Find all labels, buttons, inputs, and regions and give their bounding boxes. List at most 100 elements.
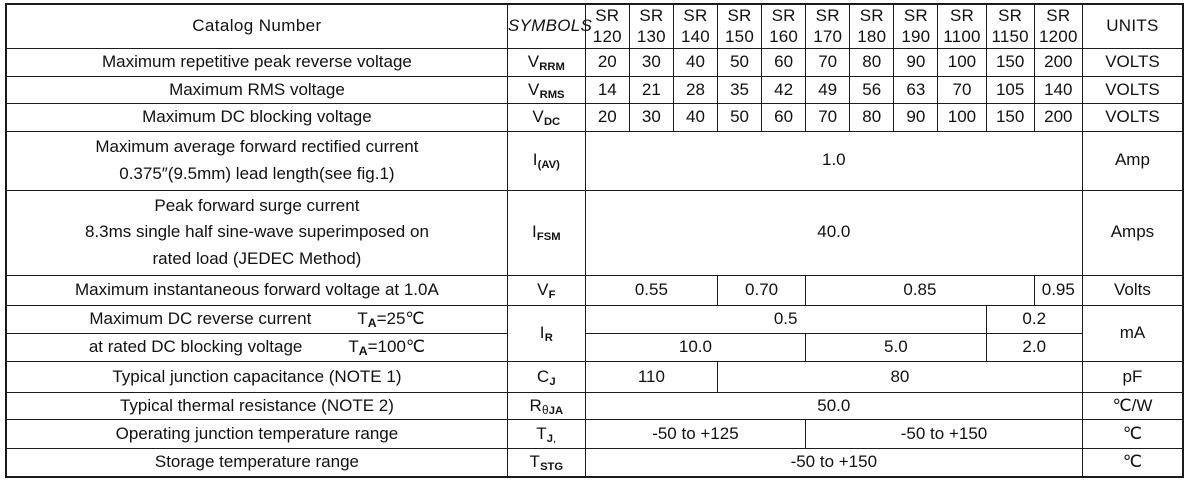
cell-value: 200	[1033, 48, 1083, 77]
cell-value: 70	[937, 75, 987, 105]
symbol-vrms: VRMS	[506, 75, 586, 105]
cell-value: 80	[849, 48, 895, 77]
cell-value: 140	[1033, 75, 1083, 105]
part-prefix: SR	[949, 5, 974, 25]
row-units: mA	[1081, 304, 1184, 363]
row-units: Amp	[1081, 130, 1184, 191]
symbol-base: T	[536, 423, 547, 443]
table-row-ifsm: Peak forward surge current 8.3ms single …	[5, 189, 1184, 277]
header-part-sr1150: SR 1150	[985, 3, 1035, 50]
cell-value: 100	[937, 48, 987, 77]
cell-value-merged: 50.0	[584, 391, 1083, 421]
row-description: Typical junction capacitance (NOTE 1)	[5, 361, 508, 393]
condition-subscript: A	[358, 344, 368, 359]
header-part-sr130: SR 130	[628, 3, 674, 50]
row-description: Maximum RMS voltage	[5, 75, 508, 105]
table-row-vrrm: Maximum repetitive peak reverse voltage …	[5, 48, 1184, 77]
cell-value-group: 10.0	[584, 332, 807, 363]
desc-text: Maximum DC reverse current	[89, 308, 312, 328]
symbol-subscript: J	[546, 432, 554, 445]
cell-value: 56	[849, 75, 895, 105]
cell-value: 20	[584, 48, 630, 77]
cell-value: 21	[628, 75, 674, 105]
part-prefix: SR	[595, 5, 620, 25]
header-part-sr190: SR 190	[893, 3, 939, 50]
symbol-subscript: RMS	[539, 88, 565, 101]
cell-value: 80	[849, 103, 895, 132]
cell-value: 49	[805, 75, 851, 105]
desc-line-1: Peak forward surge current	[154, 195, 360, 215]
table-header-row: Catalog Number SYMBOLS SR 120 SR 130 SR …	[5, 3, 1184, 50]
symbol-base: I	[531, 222, 537, 242]
cell-value-merged: 1.0	[584, 130, 1083, 191]
header-part-sr1100: SR 1100	[937, 3, 987, 50]
row-description-ir-100c: at rated DC blocking voltage TA=100℃	[5, 332, 508, 363]
symbol-subscript: JA	[548, 404, 564, 417]
symbol-subscript: J	[549, 375, 556, 388]
table-row-vrms: Maximum RMS voltage VRMS 14 21 28 35 42 …	[5, 75, 1184, 105]
table-row-vf: Maximum instantaneous forward voltage at…	[5, 275, 1184, 306]
row-description: Maximum instantaneous forward voltage at…	[5, 275, 508, 306]
cell-value: 60	[761, 103, 807, 132]
row-units: VOLTS	[1081, 48, 1184, 77]
symbol-tstg: TSTG	[506, 447, 586, 478]
symbol-iav: I(AV)	[506, 130, 586, 191]
row-description: Typical thermal resistance (NOTE 2)	[5, 391, 508, 421]
part-prefix: SR	[859, 5, 884, 25]
condition-symbol: T	[348, 337, 359, 357]
symbol-base: I	[532, 150, 538, 170]
desc-line-1: Maximum average forward rectified curren…	[95, 136, 419, 156]
cell-value-group: 80	[716, 361, 1083, 393]
row-description: Operating junction temperature range	[5, 419, 508, 449]
cell-value: 35	[716, 75, 763, 105]
part-number: 1200	[1038, 26, 1078, 46]
row-units: ℃	[1081, 419, 1184, 449]
header-catalog-number: Catalog Number	[5, 3, 508, 50]
symbol-vdc: VDC	[506, 103, 586, 132]
table-row-rthja: Typical thermal resistance (NOTE 2) RθJA…	[5, 391, 1184, 421]
symbol-cj: CJ	[506, 361, 586, 393]
condition-subscript: A	[367, 315, 377, 330]
cell-value-group: -50 to +125	[584, 419, 807, 449]
desc-line-2: 8.3ms single half sine-wave superimposed…	[84, 222, 429, 242]
symbol-subscript: R	[544, 332, 553, 345]
symbol-subscript: FSM	[536, 231, 561, 244]
header-part-sr160: SR 160	[761, 3, 807, 50]
header-part-sr180: SR 180	[849, 3, 895, 50]
row-description: Storage temperature range	[5, 447, 508, 478]
cell-value: 30	[628, 103, 674, 132]
symbol-base: R	[529, 395, 542, 415]
row-description: Maximum repetitive peak reverse voltage	[5, 48, 508, 77]
cell-value: 40	[672, 103, 718, 132]
table-row-tstg: Storage temperature range TSTG -50 to +1…	[5, 447, 1184, 478]
symbol-tj: TJ,	[506, 419, 586, 449]
cell-value: 40	[672, 48, 718, 77]
part-prefix: SR	[771, 5, 796, 25]
cell-value-group: 5.0	[805, 332, 987, 363]
symbol-rthja: RθJA	[506, 391, 586, 421]
part-number: 190	[901, 26, 931, 46]
symbol-base: T	[529, 452, 541, 472]
part-number: 1100	[943, 26, 981, 46]
part-prefix: SR	[683, 5, 708, 25]
row-description-ir-25c: Maximum DC reverse current TA=25℃	[5, 304, 508, 334]
row-units: VOLTS	[1081, 103, 1184, 132]
symbol-base: V	[537, 279, 549, 299]
cell-value: 105	[985, 75, 1035, 105]
cell-value-group: 0.5	[584, 304, 987, 334]
condition-value: =100℃	[367, 337, 426, 357]
header-part-sr120: SR 120	[584, 3, 630, 50]
cell-value: 30	[628, 48, 674, 77]
symbol-comma: ,	[553, 432, 557, 445]
cell-value-merged: 40.0	[584, 189, 1083, 277]
part-number: 120	[592, 26, 622, 46]
cell-value-group: 2.0	[985, 332, 1083, 363]
symbol-base: I	[539, 323, 545, 343]
part-number: 150	[725, 26, 754, 46]
part-number: 1150	[991, 26, 1029, 46]
cell-value: 20	[584, 103, 630, 132]
part-number: 140	[680, 26, 710, 46]
symbol-vrrm: VRRM	[506, 48, 586, 77]
symbol-ifsm: IFSM	[506, 189, 586, 277]
desc-text: at rated DC blocking voltage	[88, 337, 303, 357]
